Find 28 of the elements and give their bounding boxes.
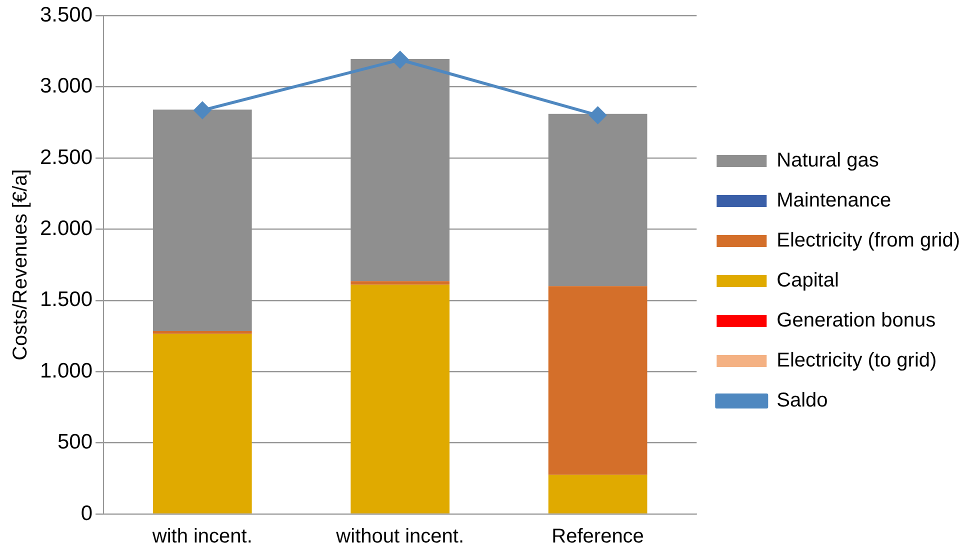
- bar: [152, 334, 252, 514]
- bar: [350, 281, 450, 285]
- y-tick-label: 3.000: [40, 74, 93, 98]
- y-tick-label: 2.000: [40, 216, 93, 240]
- bar: [350, 284, 450, 514]
- legend-label: Saldo: [776, 390, 828, 412]
- bar: [548, 286, 648, 475]
- legend-label: Maintenance: [776, 190, 892, 212]
- y-tick-label: 500: [58, 430, 93, 454]
- legend-label: Natural gas: [776, 150, 879, 172]
- y-tick-label: 1.500: [40, 288, 93, 312]
- y-tick-label: 3.500: [40, 3, 93, 26]
- bar: [152, 331, 252, 334]
- x-tick-label: Reference: [552, 526, 644, 548]
- legend-label: Capital: [776, 270, 839, 292]
- y-tick-label: 2.500: [40, 146, 93, 169]
- point: [194, 102, 211, 119]
- x-tick-label: without incent.: [335, 526, 464, 548]
- y-tick-label: 1.000: [40, 359, 93, 382]
- point: [392, 51, 409, 68]
- y-tick-label: 0: [80, 502, 93, 525]
- legend-label: Electricity (to grid): [776, 350, 937, 372]
- x-tick-label: with incent.: [151, 526, 252, 548]
- bar: [548, 474, 648, 514]
- legend-label: Generation bonus: [776, 310, 936, 332]
- point: [589, 106, 606, 124]
- y-axis-title: Costs/Revenues [€/a]: [10, 169, 32, 360]
- legend-label: Electricity (from grid): [776, 230, 960, 252]
